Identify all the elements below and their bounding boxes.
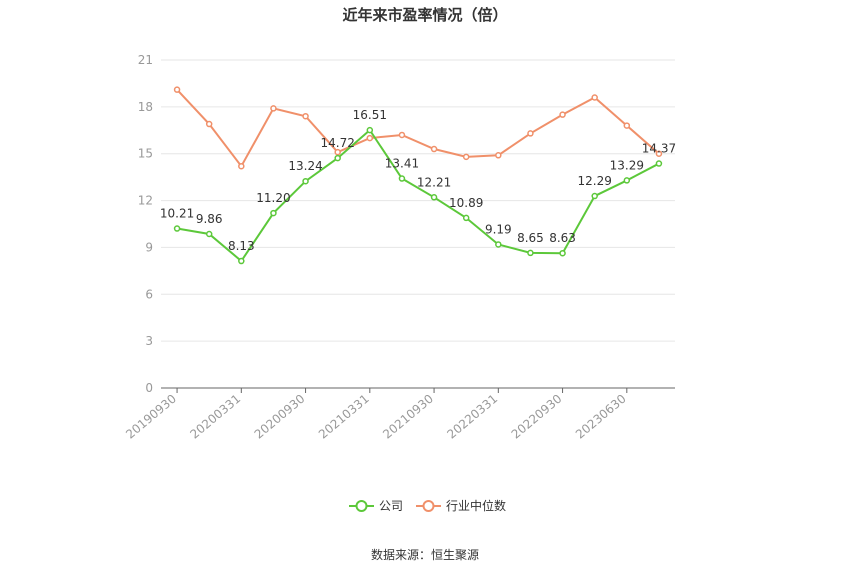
data-point <box>205 120 213 128</box>
data-label: 11.20 <box>256 191 290 205</box>
legend-marker <box>355 500 368 512</box>
x-tick-label: 20210930 <box>380 392 436 442</box>
data-point <box>302 177 309 185</box>
legend-marker <box>422 500 435 512</box>
x-tick-label: 20190930 <box>123 392 179 442</box>
data-label: 10.89 <box>449 196 483 210</box>
data-point <box>173 225 181 232</box>
series-line <box>176 88 660 169</box>
data-label: 9.86 <box>196 212 223 226</box>
x-tick-label: 20220930 <box>509 392 565 442</box>
y-tick-label: 21 <box>138 53 153 67</box>
data-point <box>430 145 438 153</box>
data-label: 12.29 <box>578 174 612 188</box>
data-point <box>559 111 566 118</box>
data-label: 13.24 <box>288 159 322 173</box>
data-point <box>462 153 470 161</box>
data-point <box>623 177 631 184</box>
data-label: 8.65 <box>517 231 544 245</box>
data-point <box>495 241 502 248</box>
data-point <box>623 122 631 129</box>
data-point <box>366 134 374 142</box>
chart-title: 近年来市盈率情况（倍） <box>342 6 508 24</box>
y-tick-label: 15 <box>138 147 153 161</box>
legend-label: 公司 <box>379 499 403 513</box>
y-tick-label: 9 <box>145 240 153 254</box>
source-note: 数据来源：恒生聚源 <box>370 548 479 562</box>
data-point <box>527 249 534 257</box>
data-label: 13.41 <box>385 157 419 171</box>
data-point <box>591 192 598 200</box>
data-point <box>591 94 598 101</box>
y-tick-label: 12 <box>138 194 153 208</box>
data-point <box>205 230 213 238</box>
data-label: 16.51 <box>353 108 387 122</box>
data-point <box>238 257 245 265</box>
data-label: 10.21 <box>160 207 194 221</box>
data-label: 14.72 <box>321 136 355 150</box>
data-point <box>430 194 438 201</box>
data-point <box>238 162 245 170</box>
data-point <box>366 126 374 134</box>
x-tick-label: 20200930 <box>252 392 308 442</box>
x-tick-label: 20200331 <box>187 392 243 442</box>
data-label: 8.13 <box>228 239 255 253</box>
x-tick-label: 20230630 <box>573 392 629 442</box>
data-point <box>527 130 534 137</box>
data-label: 12.21 <box>417 175 451 189</box>
data-point <box>398 175 406 182</box>
data-label: 8.63 <box>549 231 576 245</box>
x-tick-label: 20210331 <box>316 392 372 442</box>
data-point <box>655 150 663 157</box>
y-tick-label: 18 <box>138 100 153 114</box>
series-line <box>176 128 660 263</box>
y-tick-label: 3 <box>145 334 153 348</box>
data-point <box>559 249 566 257</box>
data-point <box>398 131 406 139</box>
data-label: 13.29 <box>610 158 644 172</box>
data-label: 14.37 <box>642 142 676 156</box>
data-point <box>270 209 277 217</box>
data-point <box>495 152 502 159</box>
data-point <box>173 86 181 93</box>
data-point <box>302 112 309 120</box>
data-label: 9.19 <box>485 222 512 236</box>
y-tick-label: 6 <box>145 287 153 301</box>
y-tick-label: 0 <box>145 381 153 395</box>
data-point <box>270 105 277 112</box>
x-tick-label: 20220331 <box>444 392 500 442</box>
data-point <box>334 154 341 162</box>
data-point <box>655 160 663 167</box>
data-point <box>334 148 341 156</box>
legend-label: 行业中位数 <box>446 498 506 513</box>
data-point <box>462 214 470 222</box>
